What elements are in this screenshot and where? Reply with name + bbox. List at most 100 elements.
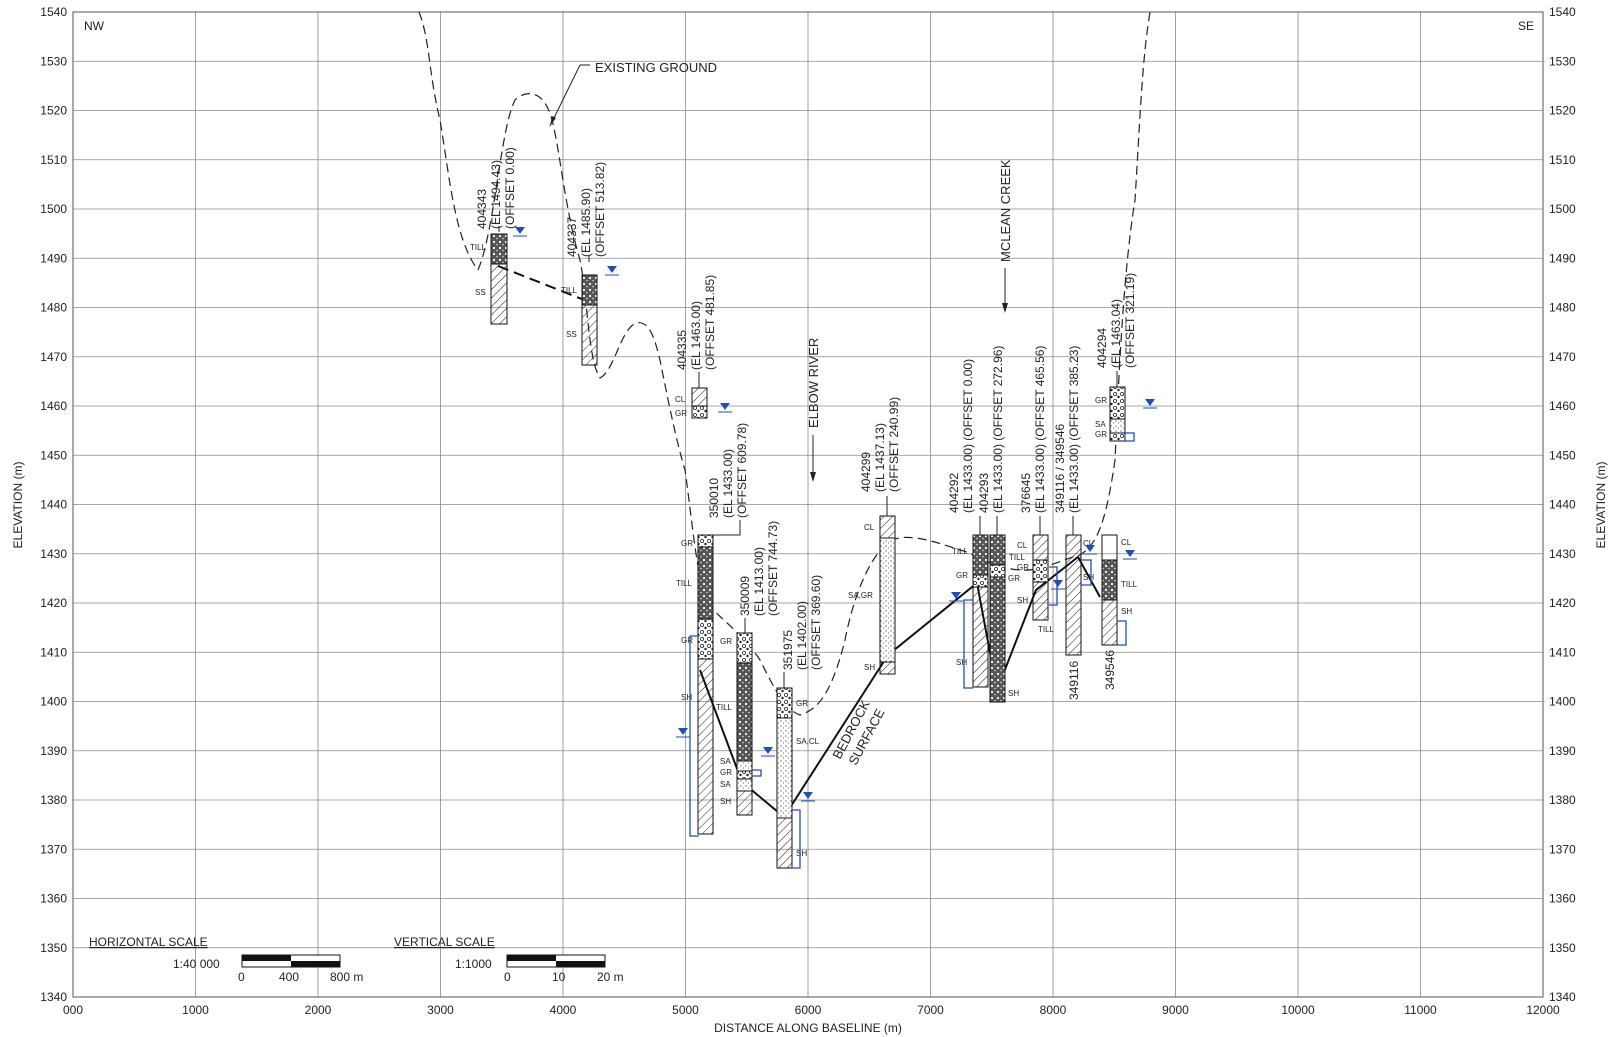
svg-text:(EL 1437.13): (EL 1437.13) — [873, 423, 887, 492]
y-tick-label-left: 1510 — [40, 153, 67, 167]
y-tick-label-left: 1340 — [40, 990, 67, 1004]
y-axis-title-right: ELEVATION (m) — [1594, 462, 1608, 549]
svg-text:404335: 404335 — [675, 330, 689, 370]
y-tick-label-right: 1490 — [1549, 251, 1576, 265]
svg-text:404343: 404343 — [475, 189, 489, 229]
y-tick-label-right: 1470 — [1549, 350, 1576, 364]
svg-text:GR: GR — [675, 409, 687, 418]
y-tick-label-right: 1530 — [1549, 54, 1576, 68]
y-tick-label-left: 1430 — [40, 547, 67, 561]
y-tick-label-left: 1420 — [40, 596, 67, 610]
y-tick-label-left: 1450 — [40, 448, 67, 462]
svg-text:376645: 376645 — [1019, 473, 1033, 513]
svg-text:CL: CL — [1017, 541, 1028, 550]
y-tick-label-left: 1490 — [40, 251, 67, 265]
x-tick-label: 4000 — [550, 1003, 577, 1017]
svg-text:(EL 1485.90): (EL 1485.90) — [579, 188, 593, 257]
svg-text:SA: SA — [1095, 420, 1106, 429]
svg-text:404292: 404292 — [947, 473, 961, 513]
x-tick-label: 12000 — [1526, 1003, 1560, 1017]
label-leaders — [498, 226, 1118, 688]
svg-text:GR: GR — [796, 699, 808, 708]
elbow-river-arrowhead — [810, 472, 816, 482]
svg-text:CL: CL — [675, 395, 686, 404]
y-tick-label-left: 1380 — [40, 793, 67, 807]
nw-label: NW — [84, 19, 105, 33]
svg-text:(OFFSET 609.78): (OFFSET 609.78) — [735, 423, 749, 518]
svg-text:TILL: TILL — [1009, 553, 1026, 562]
svg-text:350010: 350010 — [707, 478, 721, 518]
svg-text:(OFFSET 481.85): (OFFSET 481.85) — [703, 275, 717, 370]
svg-text:(EL 1413.00): (EL 1413.00) — [752, 547, 766, 616]
x-tick-label: 6000 — [795, 1003, 822, 1017]
x-tick-label: 3000 — [427, 1003, 454, 1017]
svg-text:400: 400 — [279, 970, 299, 984]
borehole-349546: CL TILL SH — [1101, 534, 1138, 646]
y-tick-label-left: 1520 — [40, 104, 67, 118]
svg-text:TILL: TILL — [1121, 580, 1138, 589]
mclean-creek-label: MCLEAN CREEK — [998, 159, 1013, 262]
y-tick-label-right: 1460 — [1549, 399, 1576, 413]
svg-text:SH: SH — [1121, 607, 1132, 616]
y-tick-label-left: 1530 — [40, 54, 67, 68]
water-level-icon — [1125, 550, 1135, 557]
water-level-icon — [515, 227, 525, 234]
svg-text:SA: SA — [720, 780, 731, 789]
y-tick-label-right: 1380 — [1549, 793, 1576, 807]
borehole-404335: CL GR — [675, 387, 708, 419]
borehole-350010: GR TILL GR SH — [676, 534, 714, 835]
water-level-icon — [1085, 545, 1095, 552]
x-tick-label: 000 — [63, 1003, 83, 1017]
y-tick-label-left: 1400 — [40, 695, 67, 709]
svg-text:349546: 349546 — [1103, 650, 1117, 690]
existing-ground-leader — [549, 64, 581, 127]
svg-text:HORIZONTAL SCALE: HORIZONTAL SCALE — [89, 935, 208, 949]
existing-ground-label: EXISTING GROUND — [595, 60, 717, 75]
svg-text:GR: GR — [720, 768, 732, 777]
y-tick-label-left: 1540 — [40, 5, 67, 19]
y-tick-label-right: 1510 — [1549, 153, 1576, 167]
y-tick-label-left: 1460 — [40, 399, 67, 413]
svg-text:404337: 404337 — [565, 217, 579, 257]
svg-text:10: 10 — [552, 970, 566, 984]
y-tick-label-right: 1400 — [1549, 695, 1576, 709]
water-level-icon — [1053, 580, 1063, 587]
svg-text:TILL: TILL — [1038, 625, 1055, 634]
borehole-404337: TILL SS — [561, 274, 598, 366]
y-tick-label-left: 1350 — [40, 941, 67, 955]
y-tick-label-right: 1540 — [1549, 5, 1576, 19]
y-tick-label-left: 1440 — [40, 498, 67, 512]
x-tick-label: 8000 — [1040, 1003, 1067, 1017]
water-level-icon — [803, 792, 813, 799]
elbow-river-label: ELBOW RIVER — [806, 338, 821, 428]
water-level-icon — [1145, 399, 1155, 406]
plot-frame — [72, 11, 1544, 998]
svg-text:SS: SS — [566, 330, 577, 339]
borehole-350009: GR TILL SA GR SA SH — [716, 632, 753, 816]
bedrock-surface-line-upper — [497, 265, 593, 304]
svg-text:GR: GR — [720, 637, 732, 646]
svg-text:0: 0 — [238, 970, 245, 984]
y-tick-label-right: 1370 — [1549, 842, 1576, 856]
x-tick-label: 11000 — [1404, 1003, 1437, 1017]
svg-text:SH: SH — [796, 849, 807, 858]
svg-text:GR: GR — [681, 636, 693, 645]
water-level-icon — [607, 266, 617, 273]
svg-text:(OFFSET 0.00): (OFFSET 0.00) — [503, 147, 517, 229]
y-tick-label-right: 1440 — [1549, 498, 1576, 512]
svg-text:0: 0 — [504, 970, 511, 984]
borehole-404343: TILL SS — [470, 233, 508, 325]
svg-text:TILL: TILL — [716, 703, 733, 712]
borehole-376645: CL GR SH TILL TILL — [1009, 534, 1055, 634]
mclean-creek-arrowhead — [1002, 303, 1008, 313]
svg-text:SH: SH — [1083, 573, 1094, 582]
grid-lines — [72, 11, 1544, 998]
x-axis-title: DISTANCE ALONG BASELINE (m) — [714, 1021, 902, 1035]
svg-text:TILL: TILL — [952, 547, 969, 556]
y-tick-label-left: 1360 — [40, 892, 67, 906]
y-tick-label-right: 1420 — [1549, 596, 1576, 610]
svg-text:404294: 404294 — [1095, 328, 1109, 368]
svg-text:SA,CL: SA,CL — [796, 737, 820, 746]
svg-text:GR: GR — [1008, 574, 1020, 583]
groundwater-markers — [513, 227, 1157, 802]
